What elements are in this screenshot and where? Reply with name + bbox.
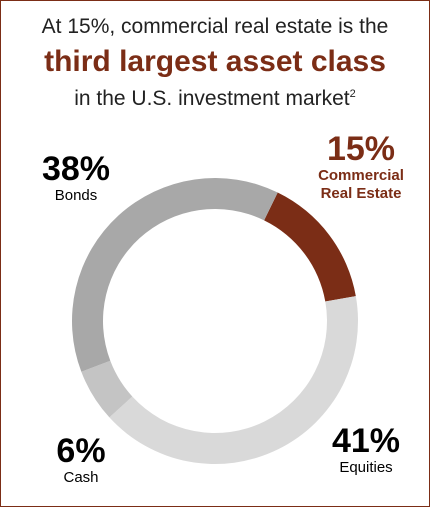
- title: At 15%, commercial real estate is the: [41, 15, 389, 38]
- donut-segment: [72, 178, 278, 372]
- category-label: Equities: [339, 459, 393, 476]
- subtitle: in the U.S. investment market: [74, 87, 350, 110]
- donut-segment: [264, 192, 356, 302]
- category-label: Commercial Real Estate: [318, 167, 404, 202]
- segment-label: 38% Bonds: [11, 151, 141, 205]
- footnote-marker: 2: [349, 88, 356, 100]
- category-label: Cash: [63, 469, 99, 486]
- segment-label: 15% Commercial Real Estate: [291, 131, 430, 203]
- category-label: Bonds: [54, 187, 98, 204]
- subtitle-line: in the U.S. investment market2: [1, 87, 429, 111]
- donut-segment: [81, 360, 133, 418]
- value-label: 6%: [56, 432, 106, 470]
- segment-label: 6% Cash: [16, 433, 146, 487]
- value-label: 38%: [41, 150, 111, 188]
- title-highlight: third largest asset class: [44, 45, 386, 78]
- donut-segment: [109, 296, 359, 464]
- value-label: 41%: [331, 422, 401, 460]
- value-label: 15%: [326, 130, 396, 168]
- segment-label: 41% Equities: [301, 423, 430, 477]
